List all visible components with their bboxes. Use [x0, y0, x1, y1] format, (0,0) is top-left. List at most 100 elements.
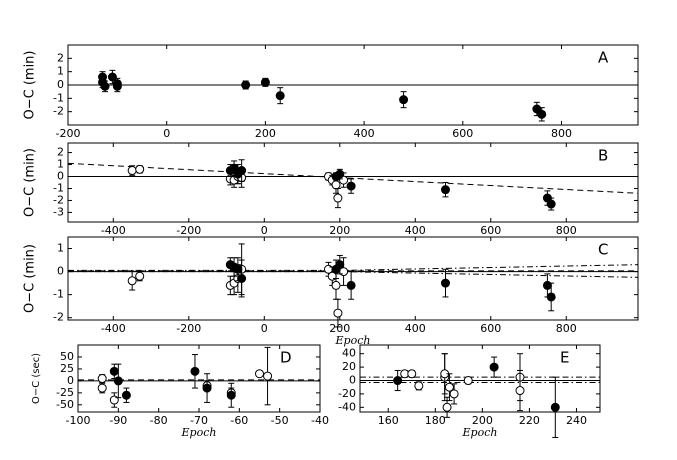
point [399, 95, 409, 105]
x-tick-label: -60 [230, 414, 248, 427]
y-tick-label: 0 [57, 78, 64, 91]
y-tick-label: 0 [349, 374, 356, 387]
y-axis-label: O−C (min) [23, 148, 38, 217]
x-tick-label: -70 [190, 414, 208, 427]
panel-label: C [598, 241, 608, 259]
point [550, 402, 560, 412]
x-axis-label: Epoch [181, 426, 217, 439]
x-tick-label: 0 [261, 224, 268, 237]
x-tick-label: 180 [425, 414, 446, 427]
x-tick-label: 400 [354, 127, 375, 140]
point [190, 366, 200, 376]
x-tick-label: 0 [261, 322, 268, 335]
x-tick-label: -100 [66, 414, 91, 427]
y-tick-label: 1 [57, 65, 64, 78]
y-axis-label: O−C (min) [23, 51, 38, 120]
point [97, 374, 107, 383]
y-tick-label: -20 [338, 387, 356, 400]
y-axis-label: O−C (sec) [31, 353, 42, 404]
point [489, 362, 499, 372]
y-tick-label: 2 [57, 51, 64, 64]
y-tick-label: -2 [53, 105, 64, 118]
y-tick-label: -2 [53, 311, 64, 324]
point [121, 390, 131, 400]
point [537, 109, 547, 119]
point [237, 166, 247, 176]
y-tick-label: 50 [60, 350, 74, 363]
point [440, 185, 450, 195]
plot-frame [77, 344, 321, 413]
y-tick-label: 0 [57, 265, 64, 278]
point [331, 180, 341, 190]
point [275, 91, 285, 101]
point [202, 383, 212, 393]
point [414, 381, 424, 391]
x-tick-label: 200 [329, 224, 350, 237]
x-tick-label: 600 [480, 322, 501, 335]
point [449, 389, 459, 399]
x-tick-label: 220 [519, 414, 540, 427]
point [241, 80, 251, 90]
plot-frame [359, 344, 601, 413]
plot-frame [67, 44, 639, 126]
point [113, 376, 123, 386]
x-tick-label: 240 [566, 414, 587, 427]
y-tick-label: -3 [53, 205, 64, 218]
y-tick-label: 1 [57, 242, 64, 255]
y-tick-label: 20 [342, 360, 356, 373]
point [346, 280, 356, 290]
point [335, 169, 345, 179]
x-tick-label: 200 [472, 414, 493, 427]
point [335, 260, 345, 270]
y-axis-label: O−C (min) [23, 244, 38, 313]
point [226, 390, 236, 400]
x-tick-label: 160 [378, 414, 399, 427]
panel-label: D [280, 349, 292, 367]
x-tick-label: 800 [556, 322, 577, 335]
x-tick-label: -50 [271, 414, 289, 427]
point [107, 72, 117, 82]
point [331, 280, 341, 290]
point [127, 166, 137, 176]
point [546, 199, 556, 209]
x-tick-label: 800 [556, 224, 577, 237]
point [444, 382, 454, 392]
point [237, 274, 247, 283]
panel-label: A [598, 49, 609, 67]
x-axis-label: Epoch [335, 334, 371, 347]
x-tick-label: 200 [255, 127, 276, 140]
x-axis-label: Epoch [462, 426, 498, 439]
y-tick-label: -1 [53, 91, 64, 104]
point [346, 181, 356, 191]
point [109, 366, 119, 376]
point [233, 264, 243, 274]
x-tick-label: -80 [150, 414, 168, 427]
point [255, 369, 264, 379]
point [463, 376, 473, 386]
x-tick-label: -200 [176, 224, 201, 237]
y-tick-label: -25 [56, 386, 74, 399]
y-tick-label: 1 [57, 158, 64, 171]
y-tick-label: 2 [57, 146, 64, 159]
panel-label: B [598, 147, 608, 165]
y-tick-label: 25 [60, 362, 74, 375]
model-line [68, 264, 639, 271]
point [515, 386, 525, 396]
x-tick-label: -400 [101, 224, 126, 237]
y-tick-label: -40 [338, 400, 356, 413]
point [112, 81, 122, 91]
y-tick-label: -1 [53, 181, 64, 194]
x-tick-label: 600 [452, 127, 473, 140]
x-tick-label: -200 [176, 322, 201, 335]
point [260, 77, 270, 87]
point [546, 292, 556, 302]
x-tick-label: 800 [551, 127, 572, 140]
x-tick-label: -40 [311, 414, 329, 427]
y-tick-label: 40 [342, 347, 356, 360]
point [442, 402, 452, 412]
